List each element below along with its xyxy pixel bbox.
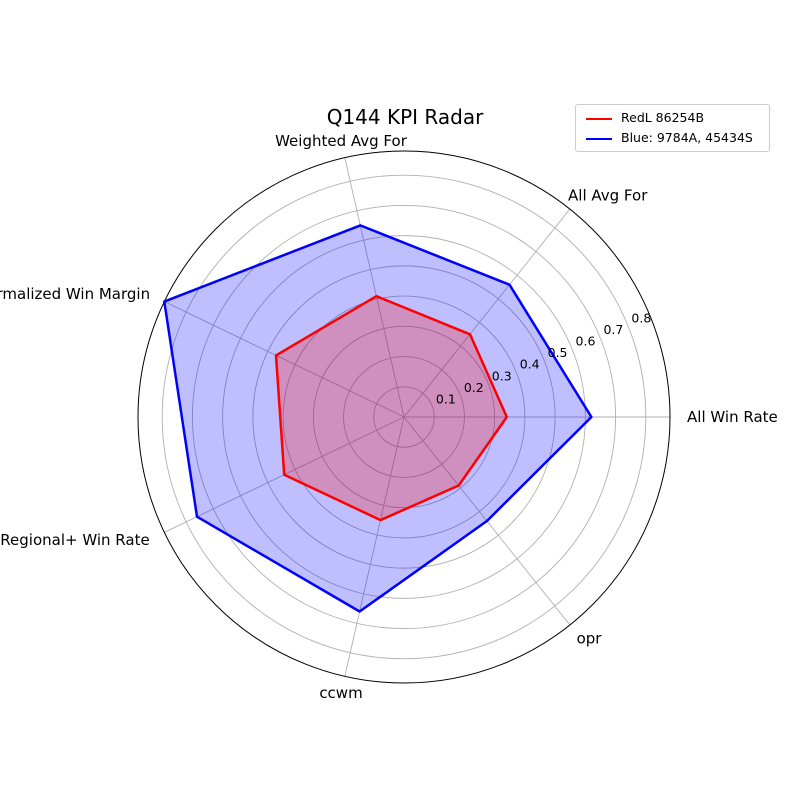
legend-item-red: RedL 86254B xyxy=(586,110,704,125)
series-line-red xyxy=(274,294,509,522)
legend-label-red: RedL 86254B xyxy=(621,110,705,125)
chart-title: Q144 KPI Radar xyxy=(327,105,484,129)
radar-labels: 0.1 0.2 0.3 0.4 0.5 0.6 0.7 0.8 All Win Rate All … xyxy=(0,132,778,702)
r-tick-label: 0.8 xyxy=(631,310,651,325)
radar-series xyxy=(163,224,593,613)
r-tick-label: 0.6 xyxy=(576,334,596,349)
legend-swatch-blue xyxy=(586,137,612,140)
category-label: Weighted Avg For xyxy=(275,132,408,150)
series-line-blue xyxy=(163,224,593,613)
polar-frame xyxy=(137,150,671,684)
grid-spoke xyxy=(164,301,405,418)
series-area-red xyxy=(276,296,507,521)
legend: RedL 86254B Blue: 9784A, 45434S xyxy=(575,104,770,152)
radar-grid xyxy=(137,150,671,684)
category-label: ccwm xyxy=(319,684,362,702)
grid-spoke xyxy=(344,157,405,418)
r-tick-label: 0.2 xyxy=(464,380,484,395)
category-label: All Win Rate xyxy=(687,408,778,426)
legend-item-blue: Blue: 9784A, 45434S xyxy=(586,130,753,145)
r-tick-label: 0.1 xyxy=(436,391,456,406)
series-area-blue xyxy=(164,225,592,612)
category-label: opr xyxy=(577,629,603,647)
legend-swatch-red xyxy=(586,117,612,120)
r-tick-label: 0.3 xyxy=(492,368,512,383)
legend-label-blue: Blue: 9784A, 45434S xyxy=(621,130,753,145)
category-label: All Avg For xyxy=(568,187,648,205)
grid-spoke xyxy=(403,208,571,418)
category-label: Regional+ Win Rate xyxy=(0,531,149,549)
grid-spoke xyxy=(344,416,405,677)
r-tick-label: 0.4 xyxy=(520,357,540,372)
r-tick-label: 0.7 xyxy=(603,322,623,337)
category-label: Weighted Normalized Win Margin xyxy=(0,285,150,303)
r-tick-label: 0.5 xyxy=(548,345,568,360)
